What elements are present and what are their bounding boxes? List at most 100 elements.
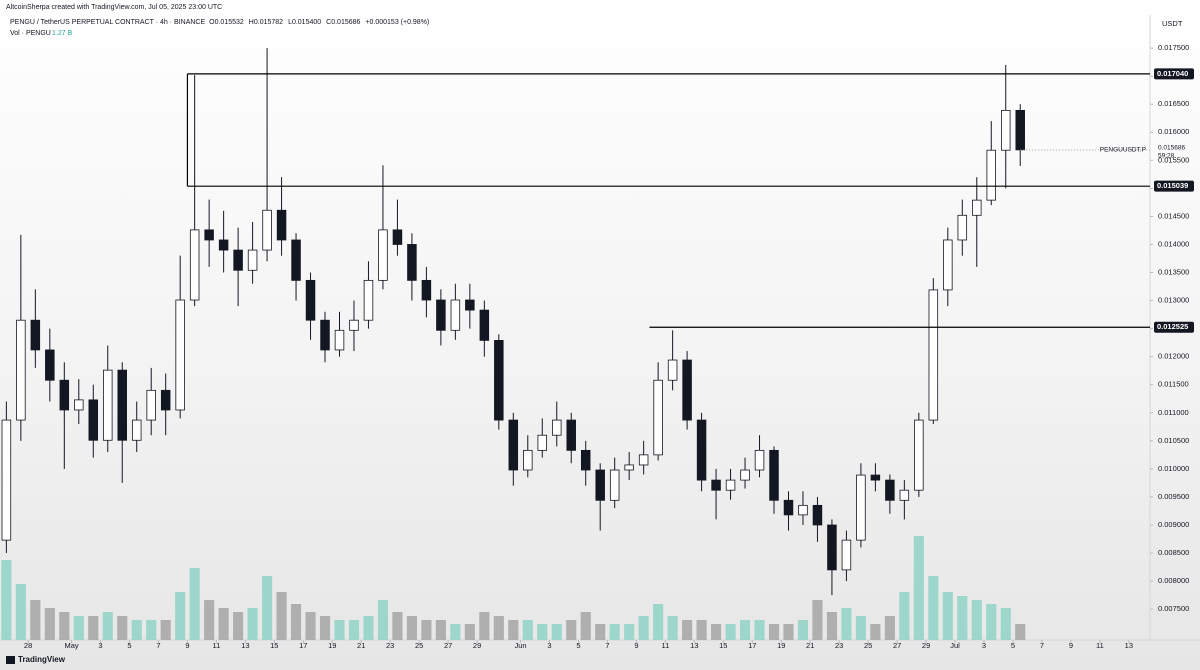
- candle-body: [218, 239, 229, 251]
- candle-body: [508, 419, 519, 471]
- candle-body: [363, 279, 374, 321]
- volume-bar: [464, 624, 475, 640]
- volume-bar: [1, 560, 12, 640]
- candle-body: [609, 469, 620, 501]
- level-label: 0.017040: [1157, 69, 1188, 78]
- y-tick-label: 0.013500: [1158, 268, 1189, 277]
- candle-body: [450, 299, 461, 331]
- x-tick-label: 17: [748, 641, 756, 650]
- candle-body: [725, 479, 736, 491]
- candle-body: [204, 229, 214, 241]
- volume-legend: Vol · PENGU: [10, 30, 51, 37]
- y-tick-label: 0.016500: [1158, 99, 1189, 108]
- candle-body: [870, 474, 881, 481]
- candle-body: [682, 359, 692, 421]
- x-tick-label: 25: [415, 641, 423, 650]
- x-tick-label: 9: [185, 641, 189, 650]
- level-label: 0.015039: [1157, 181, 1188, 190]
- volume-bar: [899, 592, 910, 640]
- candle-body: [334, 329, 345, 351]
- x-tick-label: 13: [241, 641, 249, 650]
- volume-bar: [913, 536, 924, 640]
- candle-body: [16, 319, 26, 421]
- volume-bar: [59, 612, 70, 640]
- x-tick-label: Jun: [514, 641, 526, 650]
- candle-body: [1000, 109, 1011, 151]
- candle-body: [812, 504, 823, 526]
- x-tick-label: 15: [719, 641, 727, 650]
- x-tick-label: 9: [1069, 641, 1073, 650]
- candle-body: [465, 299, 475, 311]
- candle-body: [783, 499, 794, 516]
- candle-body: [914, 419, 924, 491]
- volume-bar: [406, 616, 417, 640]
- x-tick-label: 7: [1040, 641, 1044, 650]
- volume-bar: [146, 620, 157, 640]
- volume-bar: [102, 612, 113, 640]
- candle-body: [899, 489, 910, 501]
- candle-body: [233, 249, 243, 271]
- volume-bar: [725, 624, 736, 640]
- volume-bar: [30, 600, 41, 640]
- volume-bar: [319, 616, 331, 640]
- x-tick-label: 28: [24, 641, 32, 650]
- volume-bar: [595, 624, 606, 640]
- volume-bar: [1000, 608, 1011, 640]
- candle-body: [175, 299, 185, 411]
- candle-body: [392, 229, 403, 245]
- candle-body: [349, 319, 359, 331]
- x-tick-label: 21: [357, 641, 365, 650]
- candle-body: [479, 309, 490, 341]
- volume-bar: [667, 616, 678, 640]
- candle-body: [421, 279, 432, 301]
- volume-bar: [508, 620, 519, 640]
- y-tick-label: 0.009000: [1158, 520, 1189, 529]
- candle-body: [754, 449, 765, 471]
- x-tick-label: 17: [299, 641, 307, 650]
- volume-bar: [566, 620, 577, 640]
- volume-bar: [204, 600, 215, 640]
- x-tick-label: 3: [547, 641, 551, 650]
- x-tick-label: 9: [634, 641, 638, 650]
- x-tick-label: 11: [661, 641, 669, 650]
- candle-body: [769, 449, 779, 501]
- volume-bar: [638, 616, 649, 640]
- candle-body: [160, 389, 171, 411]
- volume-bar: [392, 612, 403, 640]
- x-tick-label: 3: [982, 641, 986, 650]
- y-tick-label: 0.013000: [1158, 296, 1189, 305]
- candle-body: [262, 209, 272, 251]
- candle-body: [537, 434, 548, 451]
- x-tick-label: 5: [1011, 641, 1015, 650]
- candle-body: [30, 319, 41, 351]
- ohlc-legend: H0.015782: [249, 19, 283, 26]
- x-tick-label: 13: [1125, 641, 1133, 650]
- x-tick-label: Jul: [950, 641, 960, 650]
- candle-body: [131, 419, 142, 441]
- volume-bar: [739, 620, 751, 640]
- volume-bar: [986, 604, 997, 640]
- candle-body: [88, 399, 99, 441]
- candle-body: [928, 289, 939, 421]
- ohlc-legend: +0.000153 (+0.98%): [365, 19, 429, 26]
- y-tick-label: 0.010000: [1158, 464, 1189, 473]
- volume-bar: [624, 624, 635, 640]
- candle-body: [552, 419, 562, 436]
- volume-legend-value: 1.27 B: [52, 30, 73, 37]
- candle-body: [523, 449, 533, 471]
- volume-bar: [1015, 624, 1026, 640]
- symbol-label: PENGUUSDT.P: [1100, 147, 1146, 154]
- volume-bar: [262, 576, 273, 640]
- volume-bar: [276, 592, 287, 640]
- candle-body: [856, 474, 866, 541]
- ohlc-legend: L0.015400: [288, 19, 321, 26]
- x-tick-label: 3: [98, 641, 102, 650]
- volume-bar: [73, 616, 84, 640]
- candle-body: [885, 479, 895, 501]
- volume-bar: [117, 616, 128, 640]
- x-tick-label: 11: [212, 641, 220, 650]
- y-tick-label: 0.016000: [1158, 127, 1189, 136]
- y-tick-label: 0.009500: [1158, 492, 1189, 501]
- volume-bar: [290, 604, 302, 640]
